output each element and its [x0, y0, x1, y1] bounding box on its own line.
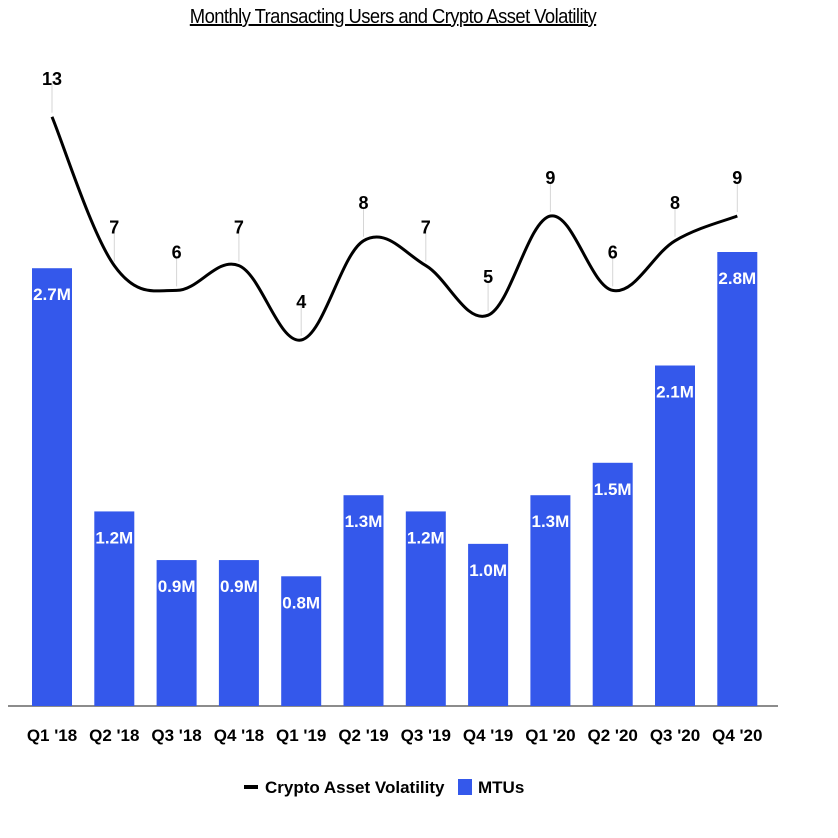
x-tick-5: Q2 '19 [338, 726, 388, 745]
x-tick-1: Q2 '18 [89, 726, 139, 745]
line-label-11: 9 [732, 168, 742, 188]
chart-title: Monthly Transacting Users and Crypto Ass… [189, 6, 597, 28]
bar-4 [281, 576, 322, 706]
bar-label-2: 0.9M [158, 577, 196, 596]
bar-0 [32, 268, 72, 706]
bar-label-9: 1.5M [594, 480, 632, 499]
x-tick-9: Q2 '20 [588, 726, 638, 745]
line-label-6: 7 [421, 218, 431, 238]
bar-9 [592, 462, 633, 706]
x-tick-0: Q1 '18 [27, 726, 77, 745]
line-label-8: 9 [545, 168, 555, 188]
bar-10 [655, 365, 695, 706]
legend: Crypto Asset Volatility MTUs [244, 778, 524, 797]
bar-label-0: 2.7M [33, 285, 71, 304]
bar-label-10: 2.1M [656, 383, 694, 402]
bar-1 [94, 511, 135, 706]
bar-7 [468, 543, 509, 706]
x-tick-6: Q3 '19 [401, 726, 451, 745]
line-label-1: 7 [109, 218, 119, 238]
bar-label-3: 0.9M [220, 577, 258, 596]
x-tick-8: Q1 '20 [525, 726, 575, 745]
line-label-10: 8 [670, 193, 680, 213]
bar-label-6: 1.2M [407, 528, 445, 547]
bars-group: 2.7M 1.2M 0.9M 0.9M 0.8M 1.3M 1.2M 1.0M 1.3M 1.5M… [32, 252, 758, 706]
line-label-7: 5 [483, 267, 493, 287]
volatility-line-group: 13 7 6 7 4 8 7 5 9 6 8 9 [42, 69, 742, 342]
bar-label-1: 1.2M [95, 528, 133, 547]
x-tick-11: Q4 '20 [712, 726, 762, 745]
bar-6 [405, 511, 446, 706]
line-label-4: 4 [296, 292, 306, 312]
legend-label-mtus: MTUs [478, 778, 524, 797]
bar-label-5: 1.3M [345, 512, 383, 531]
x-tick-10: Q3 '20 [650, 726, 700, 745]
legend-label-volatility: Crypto Asset Volatility [265, 778, 445, 797]
line-label-5: 8 [358, 193, 368, 213]
bar-5 [343, 495, 384, 706]
x-tick-2: Q3 '18 [151, 726, 201, 745]
line-label-2: 6 [172, 242, 182, 262]
x-tick-4: Q1 '19 [276, 726, 326, 745]
line-label-3: 7 [234, 218, 244, 238]
volatility-line-path [50, 116, 738, 342]
bar-11 [717, 252, 758, 706]
bar-2 [156, 560, 197, 706]
bar-label-4: 0.8M [282, 593, 320, 612]
x-tick-7: Q4 '19 [463, 726, 513, 745]
line-label-0: 13 [42, 69, 62, 89]
bar-3 [218, 560, 259, 706]
line-label-9: 6 [608, 242, 618, 262]
x-tick-3: Q4 '18 [214, 726, 264, 745]
legend-swatch-mtus [458, 779, 472, 795]
bar-8 [530, 495, 571, 706]
bar-label-7: 1.0M [469, 561, 507, 580]
x-tick-labels: Q1 '18 Q2 '18 Q3 '18 Q4 '18 Q1 '19 Q2 '19 Q3 '… [27, 726, 763, 745]
bar-label-11: 2.8M [718, 269, 756, 288]
bar-label-8: 1.3M [532, 512, 570, 531]
